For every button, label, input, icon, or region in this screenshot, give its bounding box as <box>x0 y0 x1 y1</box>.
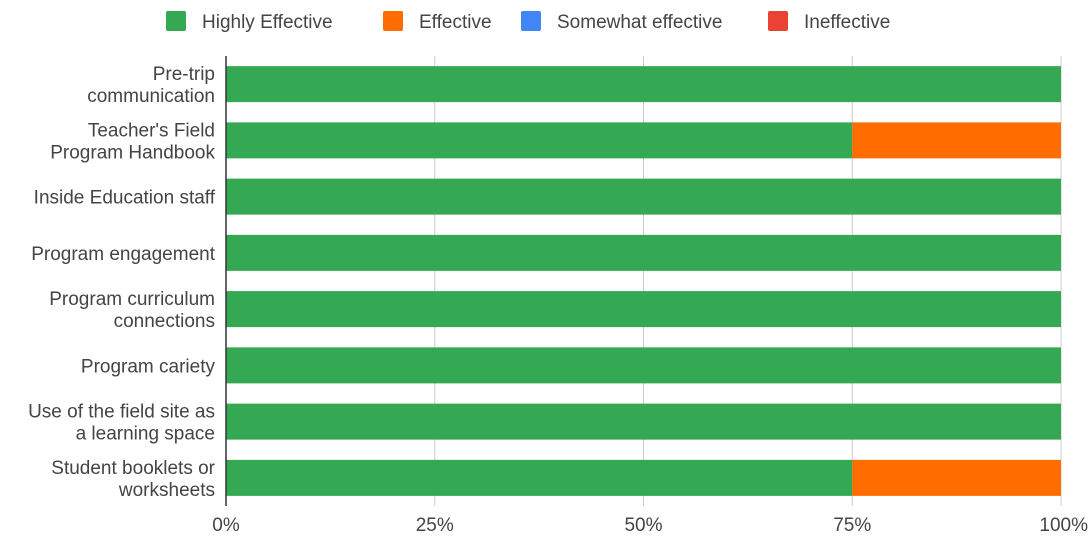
y-axis-label: Program cariety <box>81 356 216 377</box>
y-axis-label: Program engagement <box>31 244 215 265</box>
y-axis-label: Pre-trip <box>153 64 215 85</box>
y-axis-label: communication <box>87 86 215 107</box>
y-axis-label: Teacher's Field <box>88 120 215 141</box>
legend-item-highly-effective[interactable]: Highly Effective <box>166 11 333 33</box>
bar-highly-effective-6 <box>226 347 1061 384</box>
y-axis-label: worksheets <box>118 480 215 501</box>
bar-highly-effective-5 <box>226 291 1061 328</box>
legend-label: Effective <box>419 12 492 33</box>
legend-label: Ineffective <box>804 12 890 33</box>
legend-label: Highly Effective <box>202 12 333 33</box>
legend-item-somewhat-effective[interactable]: Somewhat effective <box>521 11 722 33</box>
bar-effective-8 <box>852 459 1061 496</box>
y-axis-label: a learning space <box>76 424 215 445</box>
legend-item-effective[interactable]: Effective <box>383 11 492 33</box>
y-axis-label: Student booklets or <box>51 458 215 479</box>
legend-swatch <box>521 11 541 31</box>
bar-highly-effective-3 <box>226 178 1061 215</box>
legend-swatch <box>166 11 186 31</box>
chart-bars <box>226 66 1061 496</box>
x-axis-tick-label: 100% <box>1039 515 1088 533</box>
bar-highly-effective-8 <box>226 459 853 496</box>
legend-label: Somewhat effective <box>557 12 722 33</box>
legend-swatch <box>768 11 788 31</box>
x-axis-labels: 0% 25% 50% 75% 100% <box>212 515 1088 536</box>
y-axis-label: Program curriculum <box>49 289 215 310</box>
x-axis-tick-label: 75% <box>833 515 871 533</box>
y-axis-label: Use of the field site as <box>28 402 215 423</box>
bar-highly-effective-1 <box>226 66 1061 103</box>
legend-swatch <box>383 11 403 31</box>
y-axis-label: Program Handbook <box>50 142 215 163</box>
legend-item-ineffective[interactable]: Ineffective <box>768 11 890 33</box>
x-axis-tick-label: 50% <box>624 515 662 533</box>
x-axis-tick-label: 25% <box>416 515 454 533</box>
bar-effective-2 <box>852 122 1061 159</box>
bar-highly-effective-2 <box>226 122 853 159</box>
y-axis-label: connections <box>114 311 215 332</box>
bar-highly-effective-4 <box>226 234 1061 271</box>
bar-highly-effective-7 <box>226 403 1061 440</box>
x-axis-tick-label: 0% <box>212 515 240 533</box>
chart-legend: Highly Effective Effective Somewhat effect… <box>166 11 890 33</box>
y-axis-label: Inside Education staff <box>34 188 216 209</box>
